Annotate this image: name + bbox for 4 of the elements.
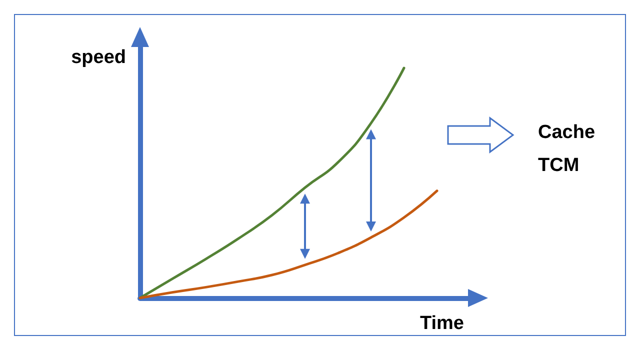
y-axis-title: speed <box>71 47 126 68</box>
text: TCM <box>538 155 580 177</box>
text: Cache <box>538 122 596 144</box>
x-axis-title: Time <box>420 313 464 334</box>
